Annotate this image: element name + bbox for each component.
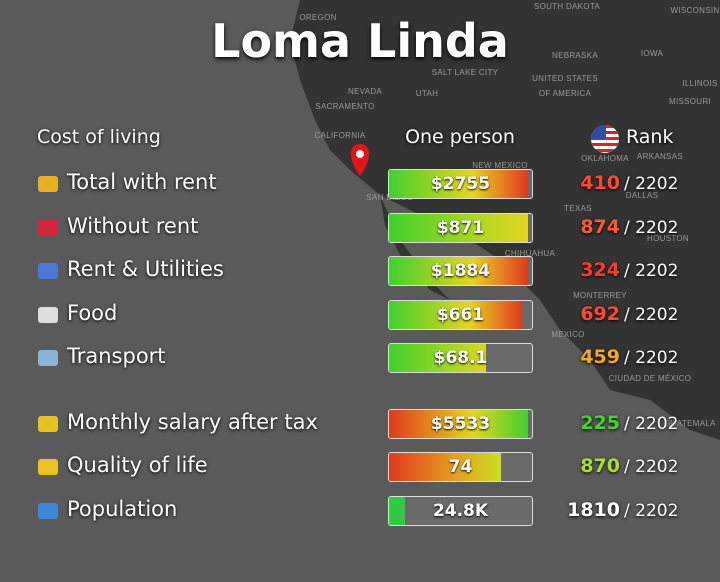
row-icon (38, 307, 58, 323)
map-label: UTAH (416, 89, 438, 98)
row-label: Rent & Utilities (67, 257, 224, 281)
bar-value: $5533 (430, 414, 491, 434)
rank-value: 225 (580, 412, 620, 434)
map-label: SALT LAKE CITY (432, 68, 499, 77)
bar-fill (389, 301, 522, 329)
bar-track: $5533 (388, 409, 533, 439)
rank-value: 870 (580, 455, 620, 477)
map-label: HOUSTON (647, 234, 689, 243)
map-label: ILLINOIS (682, 79, 717, 88)
row-icon (38, 416, 58, 432)
map-label: MEXICO (551, 330, 584, 339)
map-label: IOWA (641, 49, 664, 58)
bar-fill (389, 257, 528, 285)
title: Loma Linda (211, 14, 509, 68)
map-label: OREGON (299, 13, 336, 22)
rank-value: 692 (580, 303, 620, 325)
map-label: SOUTH DAKOTA (534, 2, 600, 11)
map-label: OKLAHOMA (581, 154, 629, 163)
map-label: GUATEMALA (664, 419, 716, 428)
bar-value: 74 (448, 457, 473, 477)
rank-total: / 2202 (624, 261, 679, 281)
bar-fill (389, 344, 487, 372)
bar-track: $871 (388, 213, 533, 243)
map-label: MONTERREY (573, 291, 627, 300)
map-pin (351, 144, 369, 176)
bar-track: $68.1 (388, 343, 533, 373)
row-icon (38, 220, 58, 236)
map-label: UNITED STATES (532, 74, 598, 83)
map-label: CHIHUAHUA (505, 249, 556, 258)
rank-value: 459 (580, 346, 620, 368)
rank-value: 324 (580, 259, 620, 281)
bar-fill (389, 170, 528, 198)
rank-total: / 2202 (624, 305, 679, 325)
map-label: WISCONSIN (671, 6, 720, 15)
rank-value: 874 (580, 216, 620, 238)
map-label: ARKANSAS (637, 152, 683, 161)
bar-fill (389, 497, 405, 525)
row-label: Food (67, 301, 118, 325)
row-icon (38, 263, 58, 279)
row-label: Total with rent (67, 170, 217, 194)
bar-track: $661 (388, 300, 533, 330)
map-label: MISSOURI (669, 97, 711, 106)
us-flag (591, 125, 619, 153)
bar-value: $871 (436, 218, 485, 238)
map-label: CIUDAD DE MÉXICO (609, 374, 692, 383)
bar-value: $1884 (430, 261, 491, 281)
row-icon (38, 503, 58, 519)
map-label: CALIFORNIA (314, 131, 365, 140)
bar-value: 24.8K (432, 501, 489, 521)
map-label: NEVADA (348, 87, 382, 96)
bar-fill (389, 410, 528, 438)
bar-track: 74 (388, 452, 533, 482)
map-label: NEBRASKA (552, 51, 598, 60)
map-label: NEW MEXICO (472, 161, 527, 170)
bar-value: $68.1 (433, 348, 488, 368)
row-label: Transport (67, 344, 166, 368)
header-value: One person (405, 126, 515, 148)
row-label: Monthly salary after tax (67, 410, 318, 434)
rank-total: / 2202 (624, 348, 679, 368)
row-label: Quality of life (67, 453, 208, 477)
rank-total: / 2202 (624, 501, 679, 521)
bar-value: $2755 (430, 174, 491, 194)
header-rank: Rank (626, 126, 674, 148)
rank-total: / 2202 (624, 218, 679, 238)
rank-total: / 2202 (624, 414, 679, 434)
row-label: Population (67, 497, 178, 521)
rank-total: / 2202 (624, 457, 679, 477)
bar-fill (389, 214, 528, 242)
row-icon (38, 176, 58, 192)
bar-fill (389, 453, 501, 481)
rank-total: / 2202 (624, 174, 679, 194)
bar-track: 24.8K (388, 496, 533, 526)
map-label: SACRAMENTO (315, 102, 374, 111)
row-label: Without rent (67, 214, 199, 238)
rank-value: 410 (580, 172, 620, 194)
map-label: OF AMERICA (539, 89, 592, 98)
row-icon (38, 350, 58, 366)
rank-value: 1810 (567, 499, 620, 521)
header-category: Cost of living (37, 126, 161, 148)
map-label: DALLAS (626, 191, 658, 200)
row-icon (38, 459, 58, 475)
bar-value: $661 (436, 305, 485, 325)
bar-track: $1884 (388, 256, 533, 286)
map-label: TEXAS (564, 204, 592, 213)
bar-track: $2755 (388, 169, 533, 199)
